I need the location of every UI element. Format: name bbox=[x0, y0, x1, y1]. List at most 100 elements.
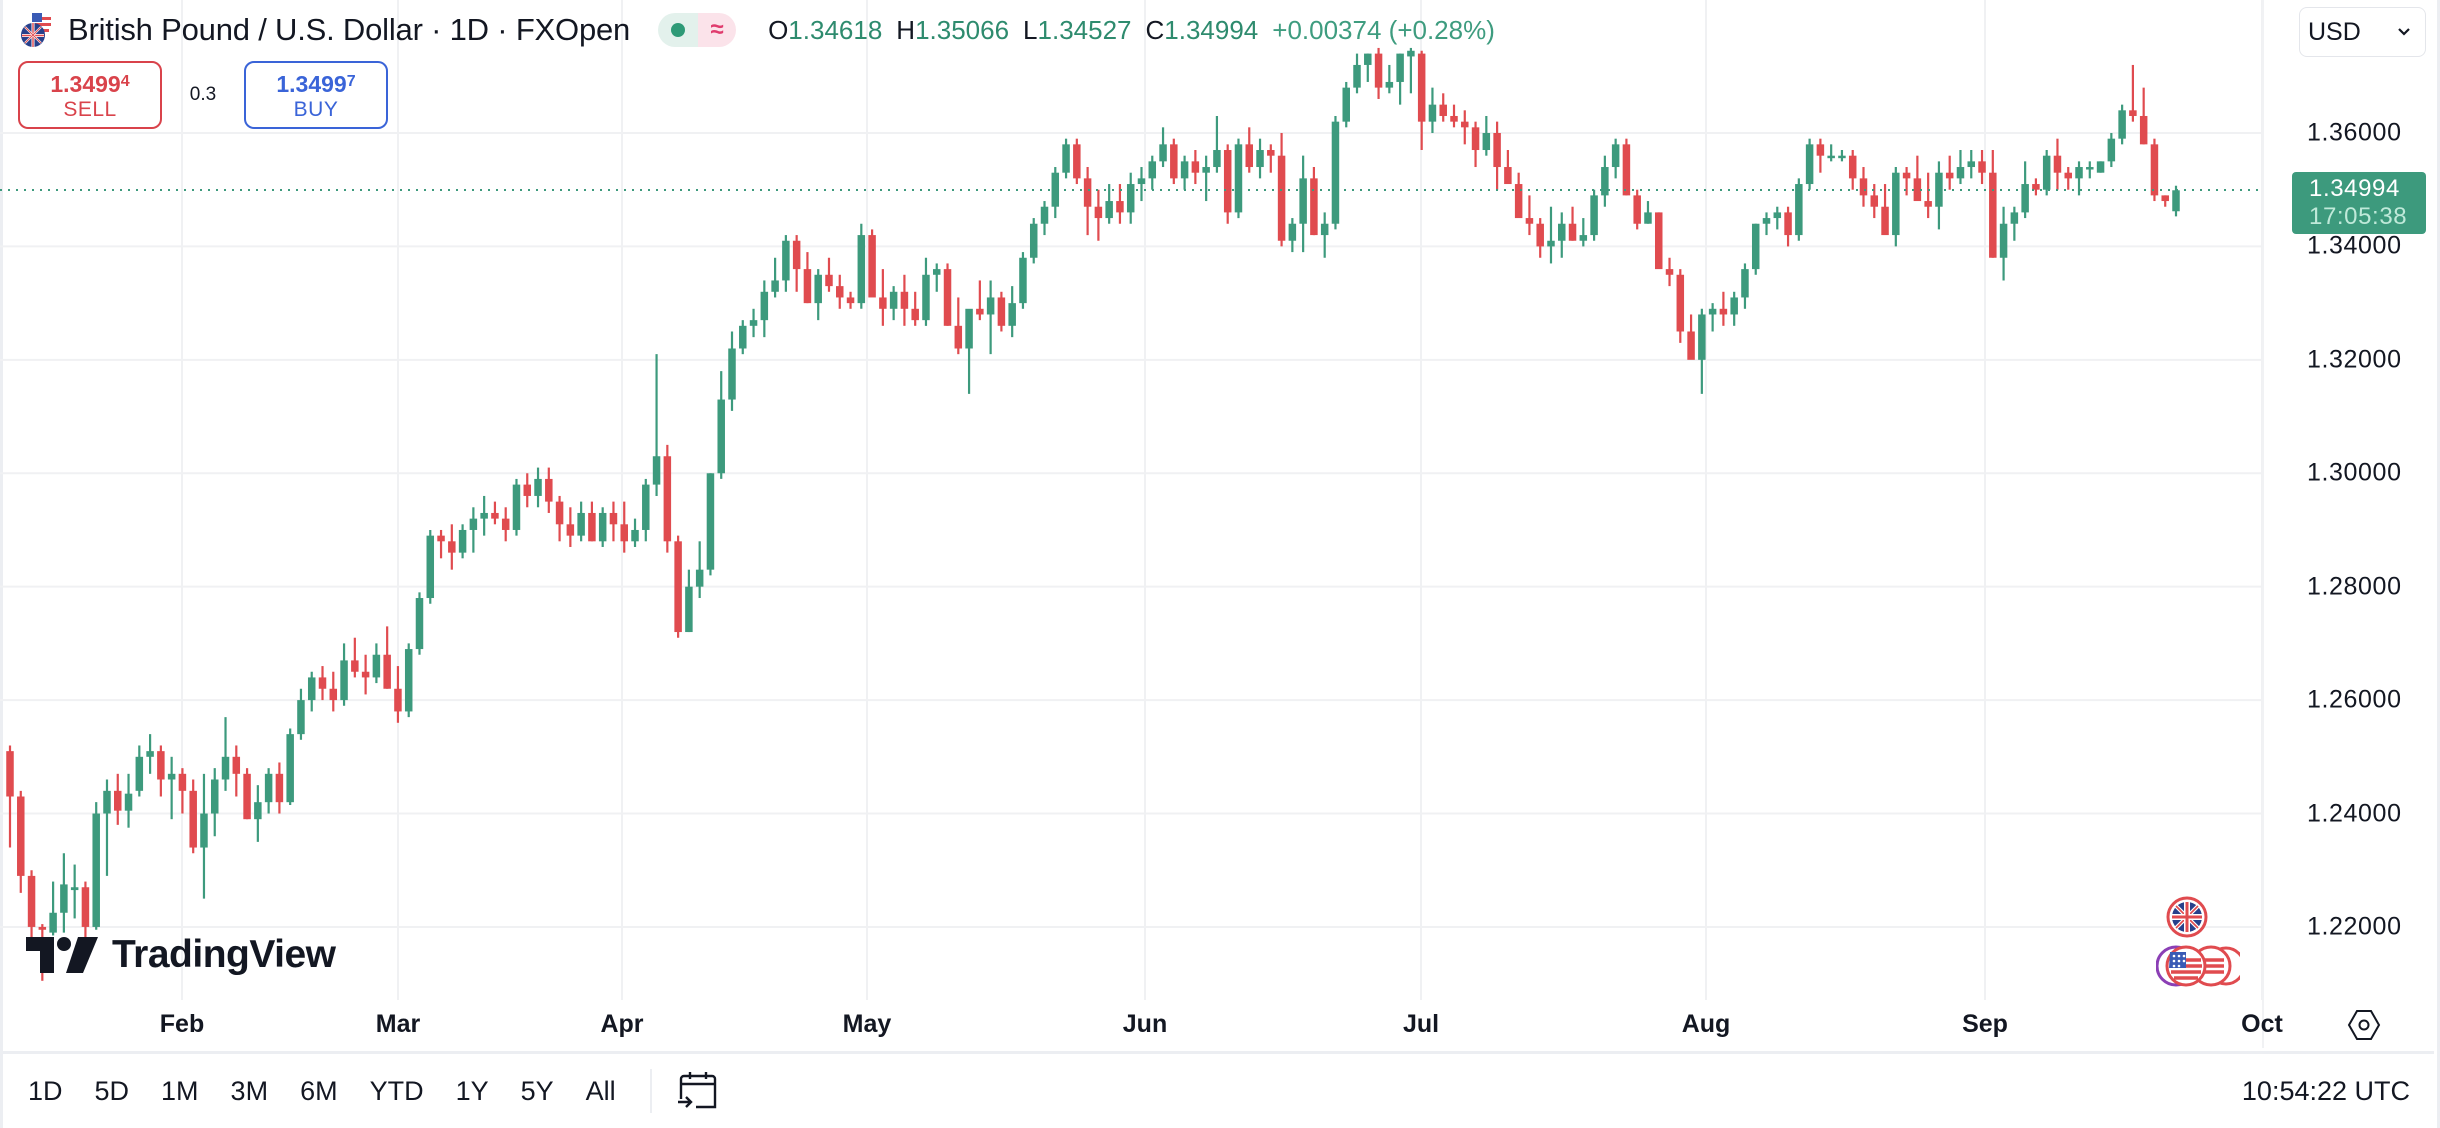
candle bbox=[1633, 189, 1641, 230]
toolbar-divider bbox=[649, 1069, 652, 1113]
approx-icon: ≈ bbox=[698, 13, 737, 47]
candle bbox=[1741, 263, 1749, 309]
candle bbox=[1353, 53, 1361, 94]
candle bbox=[1514, 172, 1523, 219]
candle bbox=[1461, 110, 1469, 145]
open-value: 1.34618 bbox=[788, 14, 883, 45]
candle bbox=[501, 507, 510, 542]
candle bbox=[394, 666, 402, 723]
candle bbox=[1288, 218, 1297, 253]
currency-select[interactable]: USD bbox=[2299, 7, 2426, 57]
range-button-1y[interactable]: 1Y bbox=[455, 1075, 489, 1106]
tradingview-logo-icon bbox=[26, 937, 98, 973]
chevron-down-icon bbox=[2398, 28, 2410, 36]
tradingview-logo[interactable]: TradingView bbox=[26, 933, 336, 977]
time-tick-label: Sep bbox=[1962, 1010, 2008, 1038]
economic-events[interactable] bbox=[2155, 896, 2246, 992]
candle bbox=[771, 257, 779, 298]
date-range-buttons: 1D 5D 1M 3M 6M YTD 1Y 5Y All bbox=[0, 1076, 622, 1107]
price-chart-canvas[interactable] bbox=[0, 0, 2262, 1000]
candle bbox=[1299, 155, 1307, 253]
candle bbox=[1504, 150, 1512, 185]
candle bbox=[1374, 47, 1383, 99]
candle bbox=[1439, 93, 1447, 122]
candle bbox=[900, 274, 909, 326]
range-button-6m[interactable]: 6M bbox=[300, 1075, 338, 1106]
range-button-1d[interactable]: 1D bbox=[28, 1075, 63, 1106]
candle bbox=[2010, 206, 2019, 241]
candle bbox=[749, 308, 758, 338]
candle bbox=[178, 768, 187, 814]
tradingview-wordmark: TradingView bbox=[112, 933, 336, 976]
candle bbox=[889, 286, 898, 321]
candle bbox=[1881, 184, 1889, 236]
candle bbox=[1040, 201, 1049, 236]
price-axis[interactable] bbox=[2262, 0, 2434, 1048]
candle bbox=[1719, 291, 1728, 326]
utc-clock[interactable]: 10:54:22 UTC bbox=[2241, 1075, 2410, 1106]
candle bbox=[1902, 167, 1911, 196]
price-tick-label: 1.30000 bbox=[2307, 458, 2402, 487]
candle bbox=[1471, 121, 1480, 168]
candle bbox=[318, 666, 327, 701]
candle bbox=[1859, 167, 1868, 207]
candle bbox=[2150, 138, 2159, 202]
symbol-title[interactable]: British Pound / U.S. Dollar · 1D · FXOpe… bbox=[68, 12, 631, 47]
candle bbox=[728, 331, 736, 411]
candle bbox=[426, 529, 435, 604]
candle bbox=[114, 773, 122, 825]
price-tick-label: 1.34000 bbox=[2307, 231, 2402, 260]
candle bbox=[652, 354, 661, 496]
range-button-1m[interactable]: 1M bbox=[161, 1075, 199, 1106]
candle bbox=[1407, 47, 1415, 94]
candle bbox=[448, 524, 456, 570]
candle bbox=[1417, 50, 1426, 151]
candle bbox=[1267, 144, 1275, 173]
candle bbox=[814, 269, 822, 321]
market-status-pill[interactable]: ≈ bbox=[658, 13, 737, 47]
candle bbox=[1827, 144, 1835, 162]
buy-button[interactable]: 1.34997 BUY bbox=[244, 61, 388, 129]
range-button-5d[interactable]: 5D bbox=[94, 1075, 130, 1106]
candle bbox=[1967, 150, 1976, 179]
buy-price-pip: 7 bbox=[346, 73, 356, 90]
time-axis[interactable]: Feb Mar Apr May Jun Jul Aug Sep Oct bbox=[0, 1000, 2434, 1048]
candle bbox=[1525, 195, 1534, 236]
candle bbox=[1579, 218, 1588, 247]
candle bbox=[1924, 172, 1932, 219]
candle bbox=[1751, 223, 1760, 275]
candle bbox=[782, 235, 790, 292]
candle bbox=[631, 518, 639, 547]
candle bbox=[146, 734, 154, 774]
market-open-dot-icon bbox=[671, 23, 686, 37]
candle bbox=[846, 291, 855, 309]
candle bbox=[954, 297, 963, 355]
range-button-3m[interactable]: 3M bbox=[230, 1075, 269, 1106]
candle bbox=[717, 371, 725, 479]
time-tick-label: Jun bbox=[1122, 1010, 1168, 1038]
candle bbox=[545, 467, 553, 513]
axis-settings-button[interactable] bbox=[2346, 1007, 2382, 1043]
candle bbox=[361, 654, 370, 695]
candle bbox=[60, 853, 68, 933]
price-tick-label: 1.28000 bbox=[2307, 572, 2402, 601]
candle bbox=[879, 269, 887, 326]
candle bbox=[825, 257, 833, 292]
range-button-5y[interactable]: 5Y bbox=[520, 1075, 554, 1106]
range-button-ytd[interactable]: YTD bbox=[369, 1075, 424, 1106]
candle bbox=[598, 507, 607, 547]
candle bbox=[2086, 161, 2094, 179]
sell-price-pip: 4 bbox=[120, 73, 130, 90]
candle bbox=[1051, 167, 1060, 219]
candle bbox=[1234, 138, 1243, 219]
candle bbox=[943, 263, 952, 326]
candle bbox=[986, 280, 995, 355]
candle bbox=[340, 643, 348, 706]
candle bbox=[1913, 155, 1922, 202]
candle bbox=[1396, 53, 1404, 105]
go-to-date-button[interactable] bbox=[676, 1069, 720, 1113]
bottom-toolbar: 1D 5D 1M 3M 6M YTD 1Y 5Y All 10:54:22 UTC bbox=[0, 1051, 2434, 1128]
range-button-all[interactable]: All bbox=[585, 1075, 616, 1106]
candle bbox=[200, 773, 208, 899]
sell-button[interactable]: 1.34994 SELL bbox=[18, 61, 162, 129]
